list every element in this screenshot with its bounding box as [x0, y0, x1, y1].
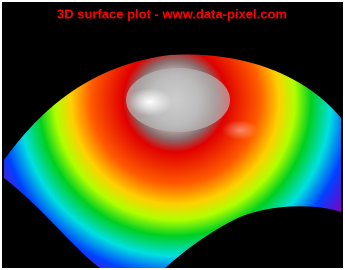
chart-title: 3D surface plot - www.data-pixel.com: [57, 6, 287, 21]
page: 3D surface plot - www.data-pixel.com (()…: [0, 0, 345, 270]
chart: 3D surface plot - www.data-pixel.com: [0, 0, 345, 270]
highlight: [128, 88, 172, 116]
highlight: [222, 120, 258, 140]
